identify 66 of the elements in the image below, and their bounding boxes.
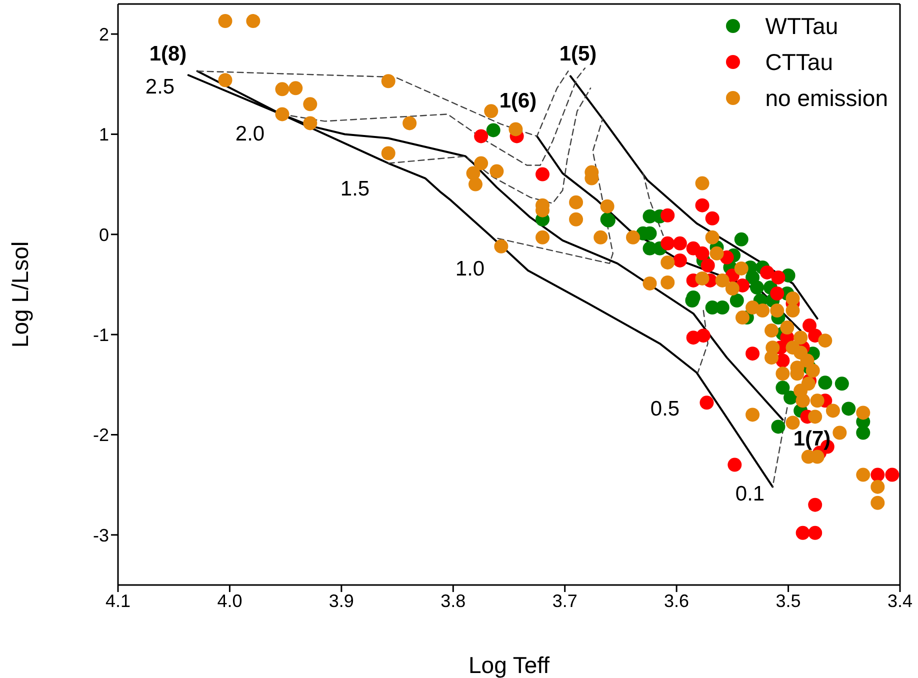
point <box>834 376 849 391</box>
x-axis-title: Log Teff <box>468 652 550 678</box>
x-tick-label: 3.4 <box>887 590 913 611</box>
point <box>842 402 856 416</box>
point <box>796 526 810 540</box>
x-tick-label: 3.7 <box>552 590 578 611</box>
point <box>808 526 822 540</box>
point <box>660 236 675 250</box>
point <box>730 294 744 308</box>
point <box>771 420 786 434</box>
point <box>695 198 710 212</box>
x-tick-label: 4.0 <box>217 590 242 611</box>
annotation: 1(6) <box>499 90 537 113</box>
annotation: 1(7) <box>793 428 831 451</box>
point <box>746 270 760 284</box>
x-tick-label: 3.5 <box>776 590 801 611</box>
point <box>808 498 822 512</box>
y-tick-label: 0 <box>98 224 109 245</box>
annotation: 1(5) <box>559 42 597 66</box>
point <box>660 208 675 222</box>
point <box>784 390 798 405</box>
point <box>696 328 710 343</box>
y-tick-label: 2 <box>98 24 109 44</box>
annotation: 1.5 <box>340 178 370 201</box>
point <box>818 376 832 390</box>
point <box>808 328 822 343</box>
point <box>705 211 720 226</box>
y-tick-label: -2 <box>92 425 109 446</box>
y-tick-label: -3 <box>92 525 109 546</box>
point <box>486 123 500 138</box>
point <box>802 318 817 333</box>
point <box>715 300 730 315</box>
x-tick-label: 3.6 <box>664 590 690 611</box>
point <box>734 232 748 246</box>
point <box>700 396 714 410</box>
y-axis-title: Log L/Lsol <box>7 241 34 348</box>
point <box>474 129 488 144</box>
point <box>771 270 786 284</box>
point <box>760 265 774 280</box>
annotation: 1(8) <box>149 42 187 66</box>
point <box>746 346 760 361</box>
point <box>856 426 870 440</box>
x-tick-label: 4.1 <box>105 590 131 611</box>
y-tick-label: -1 <box>92 324 109 345</box>
annotation: 2.0 <box>235 122 265 146</box>
annotation: 0.1 <box>735 482 765 506</box>
point <box>776 380 790 395</box>
x-tick-label: 3.9 <box>328 590 354 611</box>
point <box>695 246 710 260</box>
y-tick-label: 1 <box>98 124 109 145</box>
legend-label: WTTau <box>765 12 838 41</box>
legend-label: no emission <box>765 84 888 113</box>
point <box>672 253 687 268</box>
point <box>672 236 687 250</box>
annotation: 2.5 <box>145 76 175 99</box>
legend-label: CTTau <box>765 48 834 77</box>
point <box>770 286 784 300</box>
point <box>870 468 885 482</box>
x-tick-label: 3.8 <box>440 590 466 611</box>
line-series <box>388 88 592 204</box>
point <box>885 468 900 482</box>
point <box>728 458 742 472</box>
point <box>536 167 550 182</box>
annotation: 1.0 <box>455 258 485 281</box>
annotation: 0.5 <box>650 398 680 421</box>
point <box>700 258 715 272</box>
